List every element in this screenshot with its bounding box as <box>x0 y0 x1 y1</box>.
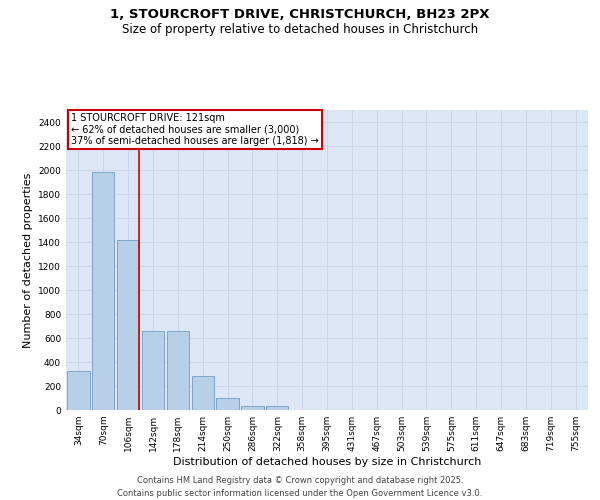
Bar <box>241 406 263 410</box>
Text: Contains HM Land Registry data © Crown copyright and database right 2025.
Contai: Contains HM Land Registry data © Crown c… <box>118 476 482 498</box>
Bar <box>217 398 239 410</box>
Bar <box>266 406 289 410</box>
Bar <box>167 332 189 410</box>
Bar <box>67 371 89 410</box>
Bar <box>191 376 214 410</box>
Text: 1 STOURCROFT DRIVE: 121sqm
← 62% of detached houses are smaller (3,000)
37% of s: 1 STOURCROFT DRIVE: 121sqm ← 62% of deta… <box>71 113 319 146</box>
Text: 1, STOURCROFT DRIVE, CHRISTCHURCH, BH23 2PX: 1, STOURCROFT DRIVE, CHRISTCHURCH, BH23 … <box>110 8 490 20</box>
Bar <box>92 172 115 410</box>
Bar <box>142 332 164 410</box>
Bar <box>117 240 139 410</box>
Y-axis label: Number of detached properties: Number of detached properties <box>23 172 32 348</box>
Text: Size of property relative to detached houses in Christchurch: Size of property relative to detached ho… <box>122 22 478 36</box>
X-axis label: Distribution of detached houses by size in Christchurch: Distribution of detached houses by size … <box>173 457 481 467</box>
